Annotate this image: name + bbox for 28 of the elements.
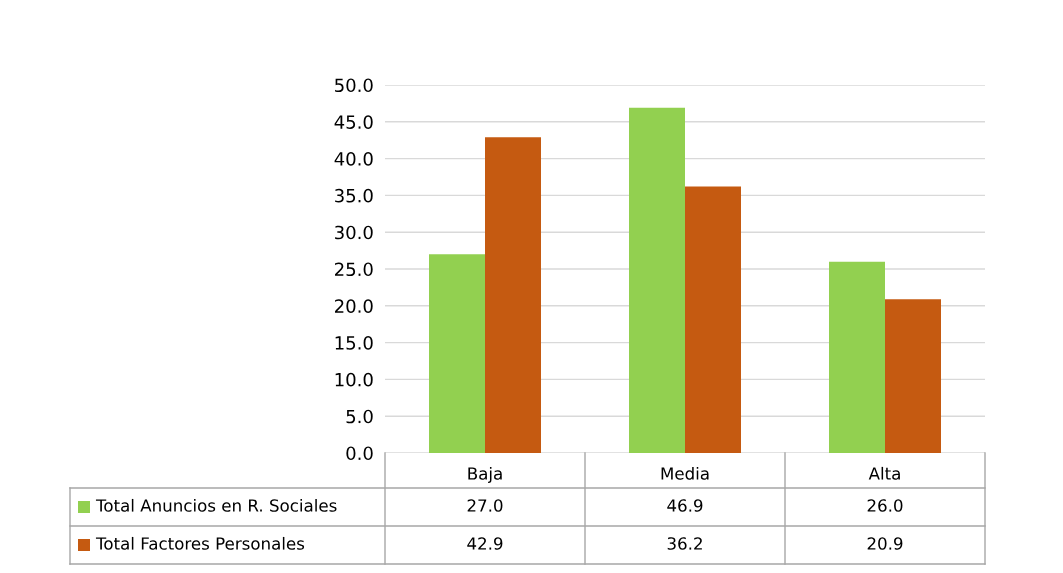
- y-tick-label: 40.0: [334, 152, 373, 166]
- data-label: 26.0: [867, 499, 903, 512]
- y-tick-label: 45.0: [334, 115, 373, 129]
- y-tick-label: 35.0: [335, 188, 373, 203]
- y-tick-label: 50.0: [335, 78, 373, 93]
- y-tick-label: 15.0: [335, 336, 373, 350]
- bar: [629, 107, 685, 453]
- y-tick-label: 20.0: [335, 299, 373, 313]
- x-tick-label: Alta: [868, 466, 900, 480]
- y-tick-label: 25.0: [335, 262, 373, 277]
- data-label: 27.0: [467, 499, 503, 512]
- data-label: 46.9: [667, 499, 703, 512]
- legend-label: Total Anuncios en R. Sociales: [95, 498, 337, 512]
- bar: [429, 254, 485, 453]
- y-tick-label: 0.0: [346, 446, 373, 461]
- data-label: 36.2: [667, 537, 702, 550]
- legend-label: Total Factores Personales: [95, 536, 305, 550]
- data-label: 42.9: [467, 537, 503, 550]
- x-tick-label: Baja: [468, 466, 502, 484]
- bar: [685, 186, 741, 453]
- x-tick-label: Media: [661, 466, 709, 480]
- y-tick-label: 10.0: [335, 372, 373, 387]
- bar: [885, 299, 941, 453]
- bar: [829, 261, 885, 453]
- data-label: 20.9: [867, 537, 903, 550]
- y-tick-label: 30.0: [335, 225, 373, 240]
- y-tick-label: 5.0: [346, 409, 373, 424]
- bar: [485, 137, 541, 453]
